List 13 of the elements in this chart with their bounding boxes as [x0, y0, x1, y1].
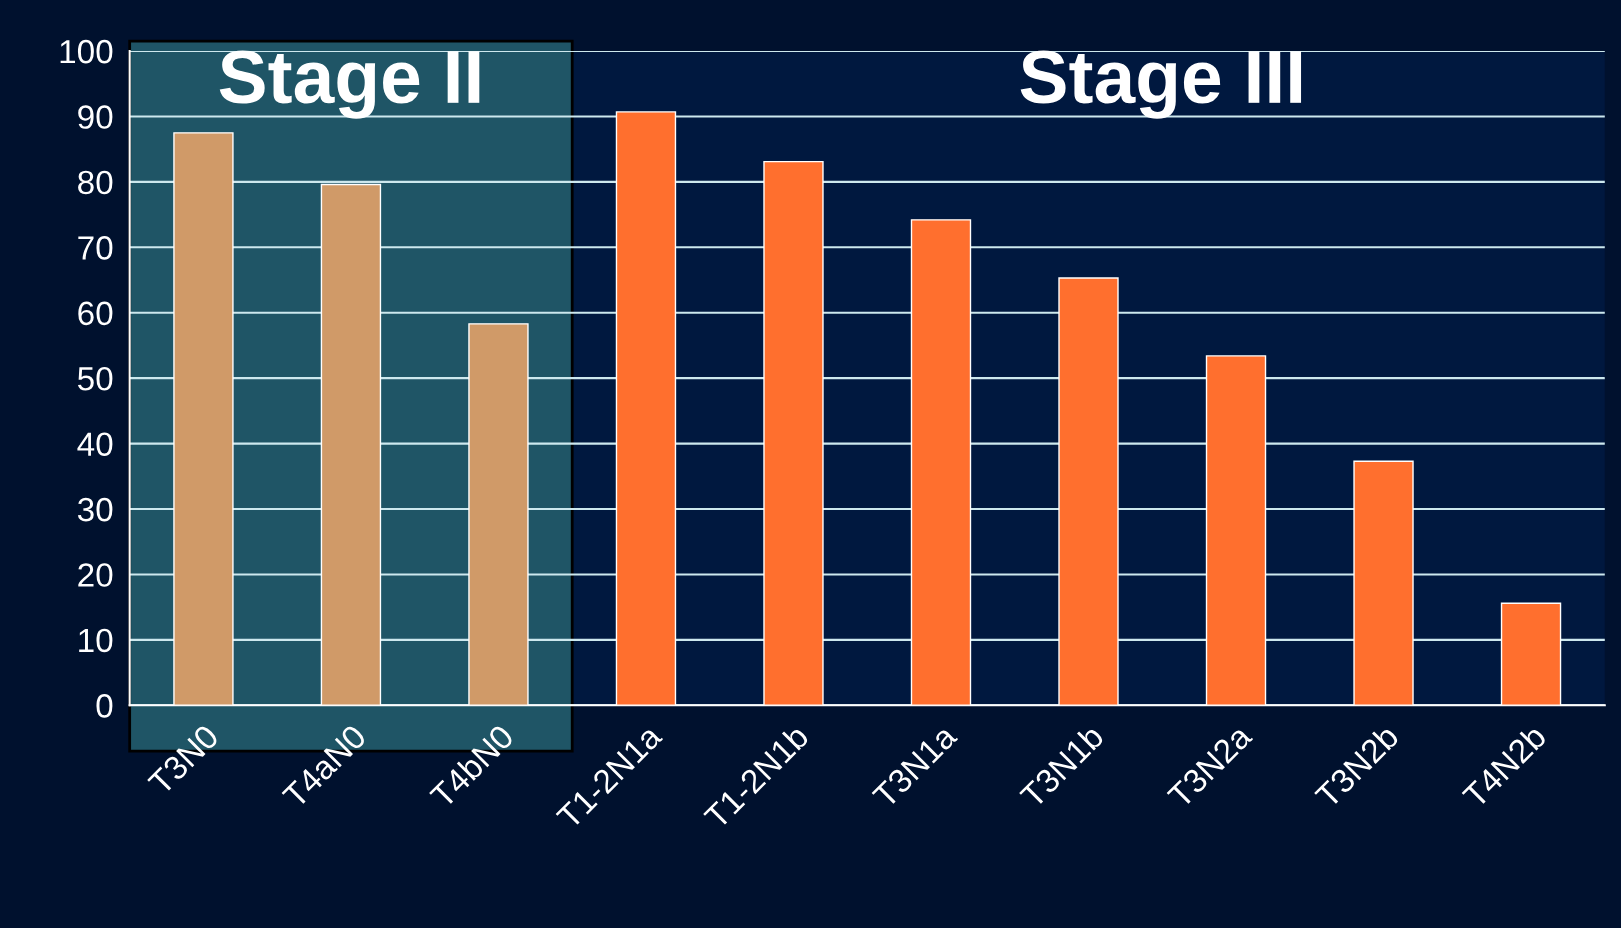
y-tick-label: 0: [96, 694, 113, 718]
band-label: Stage II: [219, 50, 480, 119]
y-tick-label: 30: [77, 497, 113, 522]
y-tick-label: 40: [77, 432, 113, 456]
y-tick-label: 70: [78, 236, 113, 260]
y-tick-label: 10: [79, 628, 113, 653]
y-tick-label: 50: [77, 366, 113, 391]
annotation: Stage III: [1020, 50, 1302, 119]
y-tick-label: 100: [60, 39, 113, 64]
y-tick-label: 90: [78, 105, 113, 129]
y-tick-label: 60: [78, 301, 113, 326]
y-tick-label: 80: [78, 170, 113, 195]
y-tick-label: 20: [78, 563, 113, 587]
